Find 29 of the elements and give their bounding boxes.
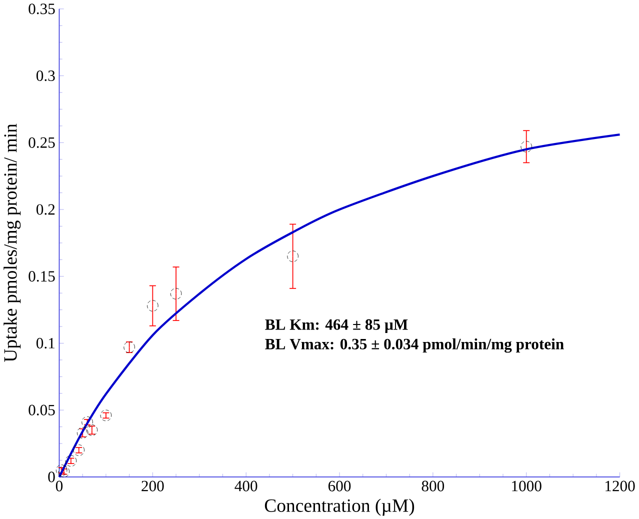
- point: [100, 410, 112, 421]
- point: [56, 464, 68, 476]
- y-tick-label: 0.35: [28, 3, 55, 14]
- annotation: BL Km: 464 ± 85 µM: [265, 319, 408, 333]
- point: [170, 288, 182, 300]
- y-tick-label: 0.25: [28, 137, 55, 148]
- point: [65, 455, 77, 466]
- x-tick-label: 200: [142, 480, 164, 492]
- y-tick-label: 0.3: [36, 70, 55, 81]
- point: [82, 416, 93, 428]
- point: [287, 250, 298, 262]
- x-tick-label: 800: [422, 480, 444, 492]
- x-tick-label: 400: [234, 480, 258, 492]
- y-axis-title: Uptake pmoles/mg protein/ min: [4, 124, 21, 362]
- y-tick-label: 0.1: [36, 338, 54, 348]
- x-tick-label: 1000: [512, 480, 542, 492]
- y-tick-label: 0.2: [36, 204, 55, 215]
- y-tick-label: 0.15: [28, 270, 55, 282]
- point: [520, 140, 532, 152]
- point: [58, 466, 70, 478]
- x-tick-label: 600: [328, 480, 351, 492]
- x-tick-label: 1200: [606, 480, 635, 492]
- point: [147, 300, 158, 312]
- annotation: BL Vmax: 0.35 ± 0.034 pmol/min/mg protein: [265, 338, 564, 352]
- point: [73, 444, 84, 456]
- x-axis-title: Concentration (µM): [264, 498, 414, 516]
- x-tick-label: 0: [56, 480, 63, 492]
- y-tick-label: 0.05: [28, 404, 55, 416]
- y-tick-label: 0: [48, 472, 55, 482]
